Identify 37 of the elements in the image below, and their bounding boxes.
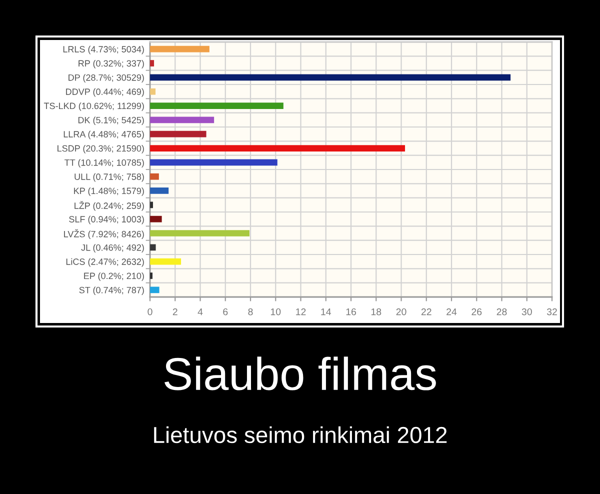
y-tick-label: ULL (0.71%; 758) bbox=[74, 173, 144, 182]
text: Lietuvos seimo rinkimai 2012 bbox=[154, 426, 447, 444]
y-tick-label: DK (5.1%; 5425) bbox=[78, 116, 144, 126]
x-tick-label: 10 bbox=[270, 308, 281, 316]
x-tick-label: 2 bbox=[172, 308, 178, 316]
x-tick-label: 30 bbox=[522, 308, 532, 316]
y-tick-label: LŽP (0.24%; 259) bbox=[74, 200, 144, 211]
y-tick-label: TT (10.14%; 10785) bbox=[64, 159, 144, 168]
x-tick-label: 8 bbox=[248, 308, 253, 316]
text: Siaubo filmas bbox=[164, 356, 436, 390]
y-tick-label: KP (1.48%; 1579) bbox=[74, 187, 144, 196]
x-tick-label: 28 bbox=[496, 308, 507, 316]
y-tick-label: SLF (0.94%; 1003) bbox=[69, 216, 144, 224]
y-tick-label: LVŽS (7.92%; 8426) bbox=[64, 229, 144, 240]
y-tick-label: LRLS (4.73%; 5034) bbox=[63, 46, 144, 54]
y-tick-label: DP (28.7%; 30529) bbox=[68, 74, 144, 83]
x-tick-label: 24 bbox=[446, 308, 457, 316]
y-tick-label: LiCS (2.47%; 2632) bbox=[66, 258, 144, 267]
x-tick-label: 4 bbox=[198, 308, 203, 316]
y-tick-label: JL (0.46%; 492) bbox=[81, 244, 144, 253]
x-tick-label: 22 bbox=[421, 308, 432, 316]
x-tick-label: 12 bbox=[296, 308, 306, 316]
x-tick-label: 6 bbox=[223, 308, 228, 316]
x-tick-label: 14 bbox=[321, 308, 331, 316]
y-tick-label: RP (0.32%; 337) bbox=[78, 60, 144, 68]
y-tick-label: ST (0.74%; 787) bbox=[79, 286, 144, 296]
x-tick-label: 16 bbox=[346, 308, 356, 316]
x-tick-label: 0 bbox=[148, 308, 152, 316]
y-tick-label: DDVP (0.44%; 469) bbox=[66, 88, 144, 97]
y-tick-label: LLRA (4.48%; 4765) bbox=[64, 130, 144, 140]
x-tick-label: 26 bbox=[472, 308, 482, 316]
y-tick-label: LSDP (20.3%; 21590) bbox=[58, 144, 144, 154]
y-tick-label: EP (0.2%; 210) bbox=[84, 272, 144, 281]
x-tick-label: 32 bbox=[546, 308, 557, 316]
x-tick-label: 20 bbox=[396, 308, 406, 316]
y-tick-label: TS-LKD (10.62%; 11299) bbox=[44, 102, 144, 111]
x-tick-label: 18 bbox=[371, 308, 382, 316]
